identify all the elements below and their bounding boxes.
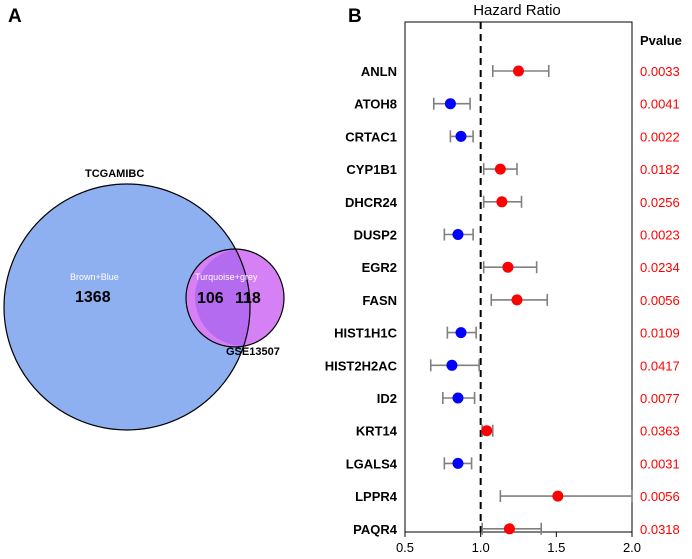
hazard-ratio-point	[444, 98, 456, 110]
pvalue-label: 0.0363	[640, 424, 680, 439]
gene-label: DUSP2	[354, 228, 397, 243]
gene-label: FASN	[362, 293, 397, 308]
hazard-ratio-point	[496, 196, 508, 208]
x-tick-label: 0.5	[396, 540, 414, 555]
pvalue-label: 0.0234	[640, 260, 680, 275]
gene-label: HIST2H2AC	[325, 358, 398, 373]
pvalue-label: 0.0417	[640, 358, 680, 373]
gene-label: ID2	[377, 391, 397, 406]
pvalue-label: 0.0023	[640, 228, 680, 243]
hazard-ratio-point	[452, 229, 464, 240]
hazard-ratio-point	[452, 392, 464, 404]
gene-label: CRTAC1	[345, 129, 397, 144]
x-tick-label: 1.5	[547, 540, 565, 555]
venn-label-gse13507: GSE13507	[226, 346, 280, 358]
venn-outline-small	[185, 248, 285, 348]
hazard-ratio-point	[552, 490, 564, 502]
pvalue-header: Pvalue	[640, 33, 682, 48]
hazard-ratio-point	[446, 359, 458, 371]
pvalue-label: 0.0109	[640, 326, 680, 341]
pvalue-label: 0.0056	[640, 489, 680, 504]
hazard-ratio-point	[455, 327, 467, 339]
venn-label-tcgamibc: TCGAMIBC	[85, 168, 144, 180]
gene-label: EGR2	[362, 260, 397, 275]
pvalue-label: 0.0022	[640, 129, 680, 144]
gene-label: DHCR24	[345, 195, 398, 210]
venn-count-overlap: 106	[197, 290, 224, 307]
x-tick-label: 1.0	[472, 540, 490, 555]
pvalue-label: 0.0041	[640, 97, 680, 112]
panel-a-label: A	[8, 6, 22, 27]
venn-count-gse13507-only: 118	[235, 290, 261, 307]
venn-sublabel-turquoise-grey: Turquoise+grey	[195, 272, 258, 282]
forest-rows: ANLN 0.0033 ATOH8 0.0041 CRTAC1 0.0022 CYP1B1 0…	[325, 64, 680, 537]
chart-title: Hazard Ratio	[473, 2, 561, 19]
gene-label: PAQR4	[353, 522, 398, 537]
hazard-ratio-point	[481, 425, 493, 437]
hazard-ratio-point	[511, 294, 523, 306]
x-axis: 0.5 1.0 1.5 2.0	[396, 532, 641, 555]
pvalue-label: 0.0182	[640, 162, 680, 177]
hazard-ratio-point	[503, 523, 515, 535]
venn-count-tcgamibc-only: 1368	[75, 289, 111, 306]
gene-label: LGALS4	[346, 456, 398, 471]
hazard-ratio-point	[513, 65, 524, 77]
plot-frame	[404, 21, 633, 533]
x-tick-label: 2.0	[623, 540, 641, 555]
venn-sublabel-brown-blue: Brown+Blue	[70, 272, 119, 282]
pvalue-label: 0.0318	[640, 522, 680, 537]
hazard-ratio-point	[452, 457, 464, 469]
panel-b-label: B	[348, 6, 362, 27]
hazard-ratio-point	[455, 130, 467, 142]
venn-overlap-region	[195, 249, 250, 347]
pvalue-label: 0.0033	[640, 64, 680, 79]
hazard-ratio-point	[494, 163, 506, 175]
venn-circle-tcgamibc	[4, 184, 250, 430]
gene-label: ATOH8	[354, 97, 397, 112]
pvalue-label: 0.0077	[640, 391, 680, 406]
gene-label: CYP1B1	[346, 162, 397, 177]
gene-label: ANLN	[361, 64, 397, 79]
pvalue-label: 0.0056	[640, 293, 680, 308]
pvalue-label: 0.0031	[640, 456, 680, 471]
gene-label: KRT14	[356, 424, 398, 439]
venn-outline-large	[3, 183, 251, 431]
gene-label: LPPR4	[355, 489, 398, 504]
pvalue-label: 0.0256	[640, 195, 680, 210]
hazard-ratio-point	[502, 261, 514, 273]
gene-label: HIST1H1C	[334, 326, 397, 341]
